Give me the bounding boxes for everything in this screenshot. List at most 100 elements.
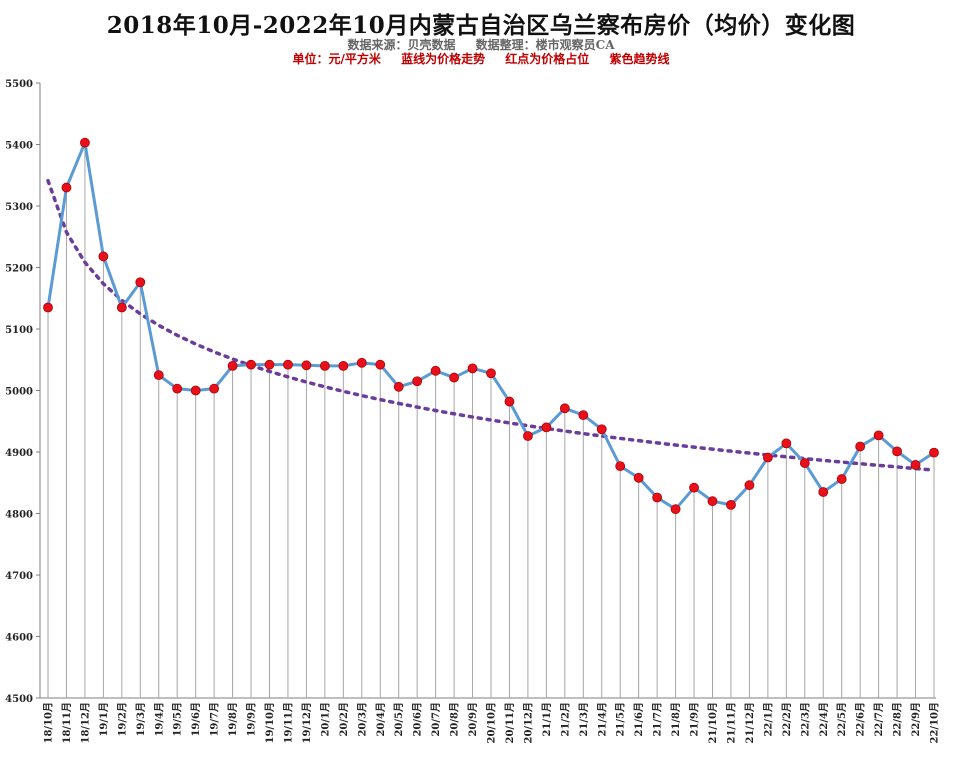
x-tick-label: 21/7月 <box>652 702 664 737</box>
price-point <box>633 472 644 483</box>
x-tick-label: 19/3月 <box>135 702 147 737</box>
price-point <box>504 396 515 407</box>
y-tick-label: 4500 <box>5 694 33 705</box>
x-tick-label: 21/10月 <box>707 702 719 743</box>
x-tick-label: 19/6月 <box>190 702 202 737</box>
x-tick-label: 19/5月 <box>172 702 184 737</box>
data-organizer: 数据整理：楼市观察员CA <box>475 38 615 52</box>
price-point <box>689 482 699 493</box>
price-point <box>910 460 921 470</box>
y-tick-label: 5000 <box>5 387 33 398</box>
data-source: 数据来源：贝壳数据 <box>347 38 456 52</box>
x-tick-label: 20/8月 <box>449 702 461 737</box>
price-point <box>172 383 183 394</box>
price-point <box>283 359 293 370</box>
x-tick-label: 19/9月 <box>246 702 258 737</box>
price-point <box>264 359 275 370</box>
price-point <box>153 370 164 381</box>
x-tick-label: 22/8月 <box>892 702 904 737</box>
x-tick-label: 18/11月 <box>61 702 73 743</box>
x-tick-label: 19/2月 <box>116 702 128 737</box>
y-tick-label: 4700 <box>5 571 33 582</box>
x-tick-label: 21/8月 <box>670 702 682 737</box>
x-tick-label: 21/9月 <box>689 702 701 737</box>
price-point <box>393 381 404 392</box>
x-tick-label: 22/9月 <box>910 702 922 737</box>
x-tick-label: 22/7月 <box>873 702 885 737</box>
x-tick-label: 20/10月 <box>486 702 498 743</box>
x-tick-label: 19/12月 <box>301 702 313 743</box>
x-tick-label: 21/4月 <box>596 702 608 737</box>
price-point <box>486 368 496 379</box>
y-tick-label: 5300 <box>5 202 33 213</box>
x-tick-label: 21/5月 <box>615 702 627 737</box>
x-tick-label: 20/1月 <box>319 702 331 737</box>
price-point <box>98 251 109 262</box>
legend-blue-line: 蓝线为价格走势 <box>401 52 486 66</box>
price-point <box>80 137 90 148</box>
y-tick-label: 5200 <box>5 264 33 275</box>
price-point <box>615 461 626 472</box>
price-point <box>836 474 847 484</box>
price-point <box>135 277 146 288</box>
price-point <box>559 403 570 414</box>
price-point <box>652 492 663 503</box>
price-point <box>707 496 718 507</box>
x-tick-label: 20/3月 <box>356 702 368 737</box>
price-point <box>523 431 533 441</box>
x-tick-label: 21/11月 <box>725 702 737 743</box>
x-tick-label: 21/2月 <box>559 702 571 737</box>
x-tick-label: 19/4月 <box>153 702 165 737</box>
x-tick-label: 22/2月 <box>781 702 793 737</box>
legend-red-point: 红点为价格占位 <box>505 52 590 66</box>
price-point <box>43 302 53 313</box>
x-tick-label: 22/3月 <box>799 702 811 737</box>
price-point <box>246 359 256 370</box>
x-tick-label: 21/6月 <box>633 702 645 737</box>
price-point <box>430 365 441 376</box>
price-point <box>818 487 829 497</box>
x-tick-label: 19/11月 <box>282 702 294 743</box>
x-tick-label: 20/5月 <box>393 702 405 737</box>
legend-purple-trend: 紫色趋势线 <box>609 52 670 66</box>
price-point <box>799 458 810 468</box>
price-point <box>338 360 349 371</box>
price-point <box>356 357 367 368</box>
x-tick-label: 20/6月 <box>412 702 424 737</box>
price-point <box>301 360 312 371</box>
price-point <box>412 376 423 387</box>
price-point <box>375 359 386 370</box>
x-tick-label: 21/3月 <box>578 702 590 737</box>
price-point <box>319 360 330 371</box>
x-tick-label: 22/6月 <box>855 702 867 737</box>
x-tick-label: 19/10月 <box>264 702 276 743</box>
price-point <box>116 302 127 313</box>
x-tick-label: 20/4月 <box>375 702 387 737</box>
price-point <box>781 438 792 449</box>
price-point <box>929 447 939 458</box>
y-tick-label: 5100 <box>5 325 33 336</box>
price-point <box>541 422 552 433</box>
price-point <box>873 430 884 441</box>
price-point <box>744 480 755 491</box>
x-tick-label: 21/12月 <box>744 702 756 743</box>
chart-subtitle: 数据来源：贝壳数据 数据整理：楼市观察员CA <box>0 36 962 53</box>
chart-legend: 单位：元/平方米 蓝线为价格走势 红点为价格占位 紫色趋势线 <box>0 50 962 67</box>
price-point <box>855 441 866 452</box>
x-tick-label: 20/2月 <box>338 702 350 737</box>
x-tick-label: 19/1月 <box>98 702 110 737</box>
price-point <box>892 446 902 457</box>
price-point <box>209 383 220 394</box>
price-point <box>467 363 478 374</box>
price-point <box>670 504 681 515</box>
x-tick-label: 20/11月 <box>504 702 516 743</box>
price-point <box>578 410 589 421</box>
x-tick-label: 18/12月 <box>79 702 91 743</box>
price-point <box>190 385 201 396</box>
y-tick-label: 4800 <box>5 510 33 521</box>
x-tick-label: 18/10月 <box>43 702 55 743</box>
x-tick-label: 22/5月 <box>836 702 848 737</box>
x-tick-label: 21/1月 <box>541 702 553 737</box>
x-tick-label: 19/7月 <box>209 702 221 737</box>
